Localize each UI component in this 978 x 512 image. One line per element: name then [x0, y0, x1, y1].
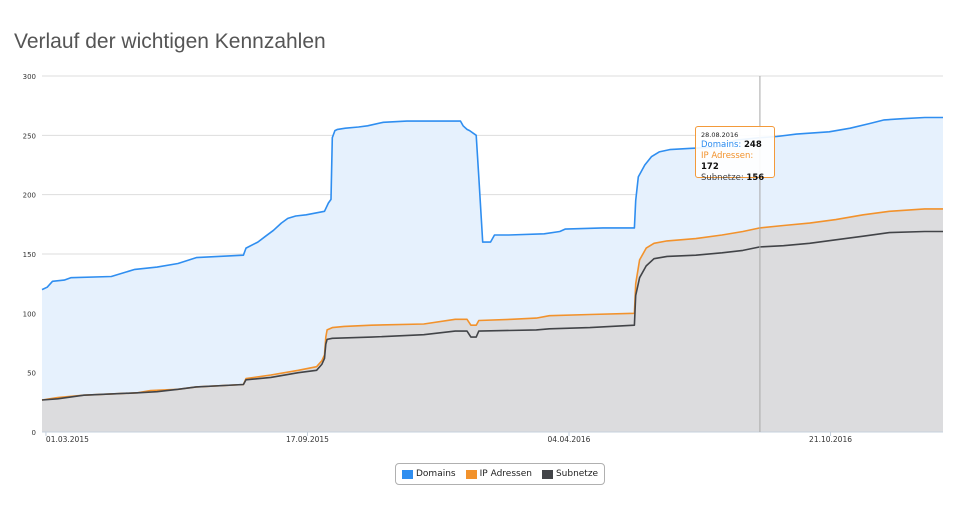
series-line-subnets [41, 230, 943, 401]
legend-item-domains[interactable]: Domains [402, 469, 456, 479]
tooltip-label-subnets: Subnetze [701, 173, 741, 183]
tooltip-date: 28.08.2016 [701, 131, 739, 139]
tooltip-value-subnets: 156 [746, 173, 765, 183]
area-subnets [42, 231, 943, 432]
tooltip-row-domains: Domains: 248 [701, 140, 762, 150]
tooltip-label-ip: IP Adressen [701, 151, 751, 161]
y-tick-label-150: 150 [23, 251, 36, 259]
legend-swatch-domains [402, 469, 413, 479]
tooltip-row-subnets: Subnetze: 156 [701, 173, 765, 183]
x-tick-label-0: 01.03.2015 [46, 435, 89, 444]
y-tick-label-50: 50 [27, 370, 36, 378]
legend-swatch-subnets [541, 469, 553, 479]
legend-label-subnets: Subnetze [555, 469, 599, 479]
x-tick-label-3: 21.10.2016 [809, 435, 852, 444]
y-tick-label-0: 0 [32, 429, 36, 437]
legend-label-domains: Domains [416, 469, 456, 479]
tooltip-row-ip: IP Adressen: 172 [701, 151, 754, 172]
tooltip-value-ip: 172 [701, 162, 719, 172]
legend-item-ip[interactable]: IP Adressen [465, 469, 532, 479]
tooltip-label-domains: Domains [701, 140, 739, 150]
y-tick-label-100: 100 [23, 310, 36, 318]
chart-tooltip: 28.08.2016 Domains: 248 IP Adressen: 172… [695, 126, 775, 183]
chart-title: Verlauf der wichtigen Kennzahlen [14, 30, 326, 53]
x-tick-label-2: 04.04.2016 [548, 435, 591, 444]
chart-legend: Domains IP Adressen Subnetze [395, 463, 606, 485]
y-tick-label-300: 300 [23, 73, 36, 81]
legend-label-ip: IP Adressen [479, 469, 532, 479]
y-tick-label-200: 200 [23, 192, 36, 200]
legend-item-subnets[interactable]: Subnetze [541, 469, 599, 479]
tooltip-value-domains: 248 [744, 140, 762, 150]
x-tick-label-1: 17.09.2015 [286, 435, 329, 444]
legend-swatch-ip [465, 469, 477, 479]
y-tick-label-250: 250 [23, 132, 36, 140]
